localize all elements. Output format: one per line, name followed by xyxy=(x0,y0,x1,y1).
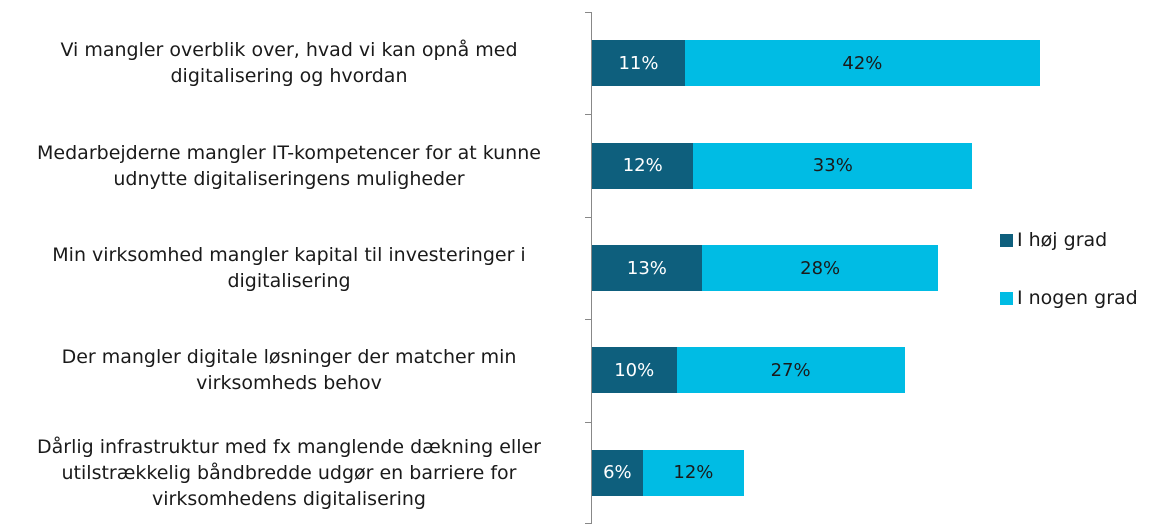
bar-segment: 33% xyxy=(693,142,973,189)
bar-segment: 13% xyxy=(592,245,702,291)
bar-segment: 12% xyxy=(642,449,745,496)
bar-segment: 6% xyxy=(592,449,643,496)
legend-item: I nogen grad xyxy=(1000,287,1138,309)
tick-mark xyxy=(585,114,591,116)
axis-line xyxy=(591,12,592,524)
tick-mark xyxy=(585,319,591,321)
legend-swatch xyxy=(1000,233,1013,247)
legend-swatch xyxy=(1000,291,1013,305)
bar-segment: 10% xyxy=(592,347,677,394)
bar-segment: 42% xyxy=(684,40,1040,87)
category-label: Vi mangler overblik over, hvad vi kan op… xyxy=(60,39,518,88)
tick-mark xyxy=(585,216,591,218)
category-label: Dårlig infrastruktur med fx manglende dæ… xyxy=(36,435,541,510)
legend-item: I høj grad xyxy=(1000,229,1107,251)
legend-label: I høj grad xyxy=(1017,229,1108,251)
tick-mark xyxy=(585,421,591,423)
category-label: Medarbejderne mangler IT-kompetencer for… xyxy=(37,141,541,190)
bar-segment: 11% xyxy=(592,40,685,87)
tick-mark xyxy=(585,12,591,13)
legend-label: I nogen grad xyxy=(1017,287,1138,309)
category-label: Der mangler digitale løsninger der match… xyxy=(61,346,517,395)
category-label: Min virksomhed mangler kapital til inves… xyxy=(52,243,526,292)
bar-segment: 12% xyxy=(592,142,694,189)
bar-segment: 27% xyxy=(676,347,905,394)
bar-segment: 28% xyxy=(701,245,939,291)
